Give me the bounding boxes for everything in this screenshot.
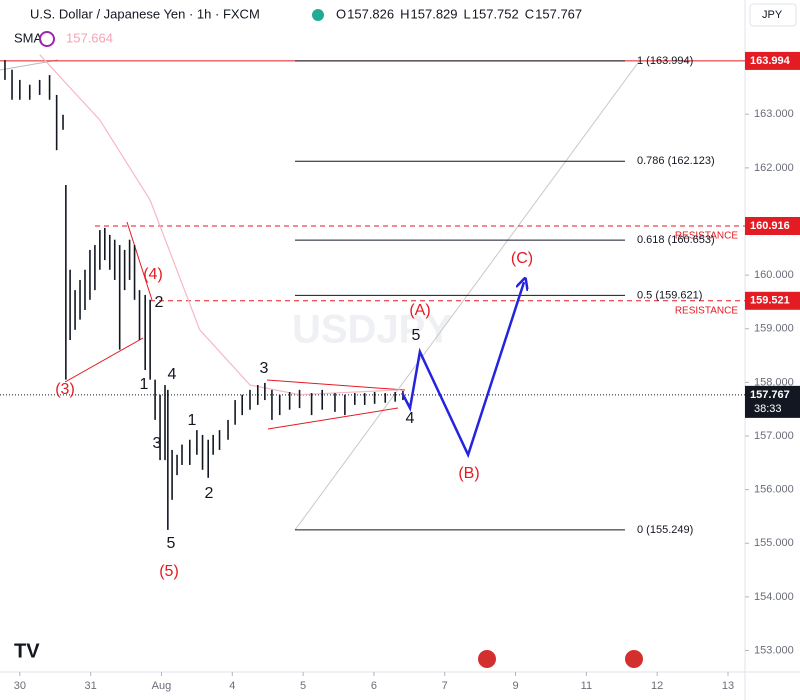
- x-tick-label: 9: [512, 680, 518, 692]
- y-tick-label: 157.000: [754, 430, 794, 442]
- triangle-line: [267, 407, 399, 430]
- x-tick-label: 30: [14, 680, 26, 692]
- y-tick-label: 160.000: [754, 269, 794, 281]
- projection-path: [401, 282, 524, 459]
- triangle-line: [266, 379, 406, 391]
- ohlc-value: 157.752: [472, 6, 519, 21]
- wave-label: 5: [412, 327, 421, 344]
- wave-label: 1: [140, 376, 149, 393]
- symbol-title: U.S. Dollar / Japanese Yen · 1h · FXCM: [30, 6, 260, 21]
- wave-label: (C): [511, 250, 533, 267]
- countdown: 38:33: [754, 403, 782, 415]
- wave-label: (3): [55, 381, 75, 398]
- wave-label: 3: [153, 435, 162, 452]
- header: U.S. Dollar / Japanese Yen · 1h · FXCM S…: [0, 2, 330, 47]
- price-badge: [745, 216, 800, 235]
- wedge-line: [64, 337, 144, 383]
- x-tick-label: 6: [371, 680, 377, 692]
- wave-label: 1: [188, 412, 197, 429]
- watermark: USDJPY: [292, 308, 452, 352]
- event-icon[interactable]: [625, 650, 643, 668]
- price-badge: [745, 51, 800, 70]
- ohlc-name: O: [336, 6, 346, 21]
- market-status: [312, 9, 324, 21]
- y-tick-label: 155.000: [754, 537, 794, 549]
- ohlc-name: H: [400, 6, 409, 21]
- indicator-name: SMA: [14, 30, 43, 45]
- x-tick-label: 12: [651, 680, 663, 692]
- resistance-label: RESISTANCE: [675, 231, 738, 242]
- price-badge-label: 163.994: [750, 55, 791, 67]
- y-tick-label: 159.000: [754, 323, 794, 335]
- price-badge-label: 160.916: [750, 220, 790, 232]
- y-tick-label: 162.000: [754, 162, 794, 174]
- y-tick-label: 163.000: [754, 108, 794, 120]
- wave-label: 4: [406, 410, 415, 427]
- y-tick-label: 154.000: [754, 591, 794, 603]
- price-badge-label: 157.767: [750, 389, 790, 401]
- x-tick-label: 13: [722, 680, 734, 692]
- price-badge: [745, 385, 800, 418]
- currency-button[interactable]: JPY: [749, 3, 797, 27]
- ohlc-name: L: [464, 6, 471, 21]
- fib-label: 0.786 (162.123): [637, 155, 715, 167]
- fib-label: 0.5 (159.621): [637, 289, 702, 301]
- currency[interactable]: JPY: [762, 9, 783, 21]
- wave-label: (4): [143, 266, 163, 283]
- wedge-line: [126, 221, 153, 301]
- wave-label: 2: [205, 485, 214, 502]
- y-tick-label: 156.000: [754, 484, 794, 496]
- ohlc-value: 157.826: [347, 6, 394, 21]
- indicator-icon[interactable]: [39, 31, 55, 47]
- x-tick-label: 31: [85, 680, 97, 692]
- currency-box[interactable]: [749, 3, 797, 27]
- x-tick-label: 5: [300, 680, 306, 692]
- resistance-label: RESISTANCE: [675, 305, 738, 316]
- fib-label: 1 (163.994): [637, 55, 693, 67]
- wave-label: 2: [155, 294, 164, 311]
- wave-label: (B): [458, 465, 479, 482]
- fib-label: 0.618 (160.653): [637, 234, 715, 246]
- x-tick-label: 4: [229, 680, 235, 692]
- y-tick-label: 158.000: [754, 376, 794, 388]
- header-bg: [0, 2, 330, 26]
- wave-label: (A): [409, 302, 430, 319]
- event-icon[interactable]: [478, 650, 496, 668]
- wave-label: 4: [168, 366, 177, 383]
- fib-label: 0 (155.249): [637, 524, 693, 536]
- x-tick-label: Aug: [152, 680, 172, 692]
- price-badge: [745, 291, 800, 310]
- price-badge-label: 159.521: [750, 295, 790, 307]
- indicator-value: 157.664: [66, 30, 113, 45]
- y-tick-label: 153.000: [754, 644, 794, 656]
- x-tick-label: 11: [581, 680, 592, 692]
- x-tick-label: 7: [442, 680, 448, 692]
- drawing-line: [0, 59, 59, 71]
- ohlc-value: 157.829: [411, 6, 458, 21]
- logo: TV: [14, 640, 40, 662]
- wave-label: 5: [167, 535, 176, 552]
- wave-label: (5): [159, 563, 179, 580]
- ohlc-name: C: [525, 6, 534, 21]
- ohlc-value: 157.767: [535, 6, 582, 21]
- wave-label: 3: [260, 360, 269, 377]
